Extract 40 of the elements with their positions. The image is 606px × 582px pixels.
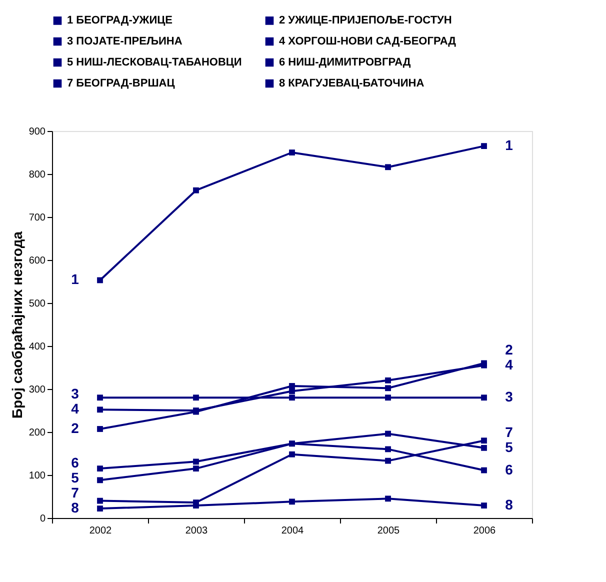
legend-label: 1 БЕОГРАД-УЖИЦЕ <box>67 14 172 27</box>
legend-label: 5 НИШ-ЛЕСКОВАЦ-ТАБАНОВЦИ <box>67 56 242 68</box>
y-tick-label: 0 <box>40 514 46 524</box>
x-tick-label: 2003 <box>185 526 208 536</box>
y-tick-label: 300 <box>28 384 46 396</box>
annotation: 6 <box>505 462 514 478</box>
y-tick-label: 900 <box>28 126 46 138</box>
annotation: 3 <box>71 386 80 402</box>
annotation: 3 <box>505 388 514 405</box>
y-tick-label: 400 <box>28 342 46 352</box>
annotation: 5 <box>505 438 514 455</box>
x-tick-label: 2004 <box>281 526 304 536</box>
legend-label: 8 КРАГУЈЕВАЦ-БАТОЧИНА <box>279 78 424 90</box>
y-tick-label: 600 <box>28 256 46 266</box>
annotation: 4 <box>71 400 80 417</box>
x-tick-label: 2005 <box>377 526 400 536</box>
legend-label: 2 УЖИЦЕ-ПРИЈЕПОЉЕ-ГОСТУН <box>279 14 452 27</box>
y-tick-label: 700 <box>28 212 46 224</box>
legend-label: 3 ПОЈАТЕ-ПРЕЉИНА <box>67 36 182 48</box>
legend-label: 4 ХОРГОШ-НОВИ САД-БЕОГРАД <box>279 36 456 48</box>
annotation: 4 <box>505 356 514 372</box>
legend-label: 6 НИШ-ДИМИТРОВГРАД <box>279 56 411 68</box>
y-tick-label: 500 <box>28 298 46 310</box>
annotation: 8 <box>505 496 514 513</box>
annotation: 2 <box>505 341 514 358</box>
annotation: 2 <box>71 420 80 436</box>
annotation: 8 <box>71 500 80 516</box>
x-tick-label: 2002 <box>89 526 112 536</box>
annotation: 1 <box>71 271 80 288</box>
y-tick-label: 200 <box>28 428 46 438</box>
annotation: 6 <box>71 454 80 471</box>
x-tick-label: 2006 <box>473 526 496 536</box>
annotation: 7 <box>505 424 514 440</box>
annotation: 7 <box>71 484 80 501</box>
y-tick-label: 800 <box>28 170 46 180</box>
annotation: 5 <box>71 470 80 486</box>
y-axis-title: Број саобраћајних незгода <box>8 231 25 419</box>
y-tick-label: 100 <box>28 470 46 482</box>
annotation: 1 <box>505 137 514 154</box>
legend-label: 7 БЕОГРАД-ВРШАЦ <box>67 78 175 90</box>
